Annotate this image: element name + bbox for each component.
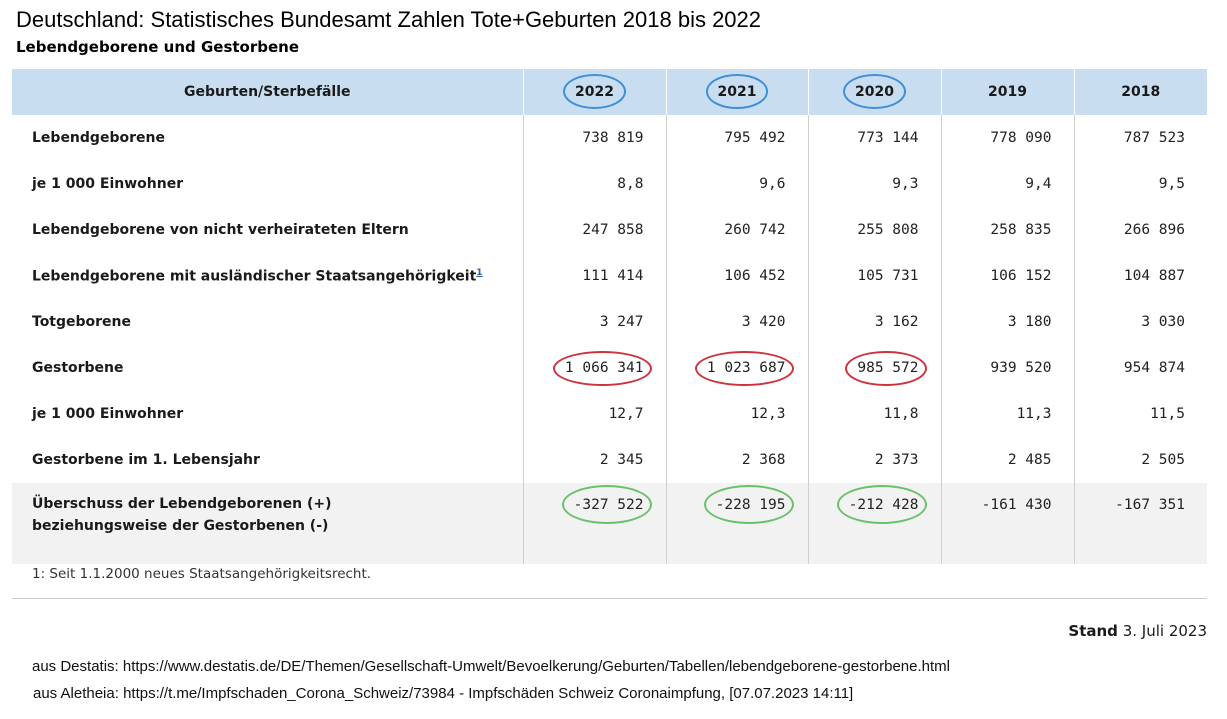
row-label: Gestorbene im 1. Lebensjahr: [12, 437, 524, 483]
stand-label: Stand: [1068, 622, 1118, 640]
cell-value: 985 572: [808, 345, 942, 391]
row-label: je 1 000 Einwohner: [12, 161, 524, 207]
cell-value: 738 819: [523, 115, 667, 161]
cell-value: 266 896: [1123, 222, 1185, 238]
cell-value: -212 428: [808, 483, 942, 564]
cell-value: 104 887: [1123, 268, 1185, 284]
cell-value: -327 522: [523, 483, 667, 564]
cell-value: -161 430: [941, 483, 1075, 564]
stand-date: Stand 3. Juli 2023: [1068, 622, 1207, 640]
header-year-2019: 2019: [941, 69, 1075, 115]
cell-value: 11,8: [808, 391, 942, 437]
cell-value: 106 452: [666, 253, 809, 299]
cell-value: 2 485: [941, 437, 1075, 483]
cell-value: 11,3: [941, 391, 1075, 437]
table-row: Lebendgeborene 738 819 795 492 773 144 7…: [12, 115, 1207, 161]
row-label: Gestorbene: [12, 345, 524, 391]
page-title: Deutschland: Statistisches Bundesamt Zah…: [16, 7, 762, 32]
cell-value: 247 858: [523, 207, 667, 253]
circled-value: -228 195: [703, 485, 794, 524]
cell-value: 3 030: [1141, 314, 1185, 330]
circled-value: -212 428: [836, 485, 927, 524]
cell-value: 787 523: [1123, 130, 1185, 146]
table-row-surplus: Überschuss der Lebendgeborenen (+) bezieh…: [12, 483, 1207, 564]
circled-value: 985 572: [845, 351, 927, 386]
cell-value: 12,7: [523, 391, 667, 437]
row-label-line: Überschuss der Lebendgeborenen (+): [32, 496, 332, 512]
table-header-row: Geburten/Sterbefälle 2022 2021 2020 2019…: [12, 69, 1207, 115]
cell-value: 105 731: [808, 253, 942, 299]
table-row: Lebendgeborene von nicht verheirateten E…: [12, 207, 1207, 253]
cell-value: -167 351: [1074, 483, 1207, 564]
table-row: Gestorbene im 1. Lebensjahr 2 345 2 368 …: [12, 437, 1207, 483]
cell-value: 11,5: [1150, 406, 1185, 422]
cell-value: 255 808: [808, 207, 942, 253]
table-row: je 1 000 Einwohner 8,8 9,6 9,3 9,4 9,5: [12, 161, 1207, 207]
divider: [12, 598, 1207, 599]
cell-value: 3 247: [523, 299, 667, 345]
cell-value: 3 180: [941, 299, 1075, 345]
circled-header-2021: 2021: [705, 74, 769, 109]
statistics-table: Geburten/Sterbefälle 2022 2021 2020 2019…: [12, 69, 1207, 564]
header-year-2022: 2022: [523, 69, 667, 115]
row-label: Lebendgeborene mit ausländischer Staatsa…: [12, 253, 524, 299]
circled-header-2020: 2020: [843, 74, 906, 109]
row-label-text: Lebendgeborene mit ausländischer Staatsa…: [32, 268, 477, 285]
table-row: Lebendgeborene mit ausländischer Staatsa…: [12, 253, 1207, 299]
row-label: Lebendgeborene von nicht verheirateten E…: [12, 207, 524, 253]
source-aletheia: aus Aletheia: https://t.me/Impfschaden_C…: [33, 685, 854, 702]
cell-value: 939 520: [941, 345, 1075, 391]
cell-value: 1 023 687: [666, 345, 809, 391]
circled-value: 1 023 687: [694, 351, 794, 386]
circled-value: -327 522: [561, 485, 652, 524]
table-subtitle: Lebendgeborene und Gestorbene: [16, 38, 300, 56]
row-label: Überschuss der Lebendgeborenen (+) bezieh…: [12, 483, 524, 564]
cell-value: 2 368: [666, 437, 809, 483]
cell-value: 9,5: [1158, 176, 1185, 192]
row-label-line: beziehungsweise der Gestorbenen (-): [32, 518, 329, 534]
cell-value: -228 195: [666, 483, 809, 564]
cell-value: 106 152: [941, 253, 1075, 299]
row-label: Totgeborene: [12, 299, 524, 345]
circled-header-2022: 2022: [563, 74, 626, 109]
cell-value: 9,3: [808, 161, 942, 207]
cell-value: 2 373: [808, 437, 942, 483]
header-year-2020: 2020: [808, 69, 942, 115]
cell-value: 2 505: [1141, 452, 1185, 468]
stand-value: 3. Juli 2023: [1122, 622, 1207, 640]
row-label: je 1 000 Einwohner: [12, 391, 524, 437]
cell-value: 12,3: [666, 391, 809, 437]
cell-value: 1 066 341: [523, 345, 667, 391]
cell-value: 954 874: [1123, 360, 1185, 376]
circled-value: 1 066 341: [552, 351, 652, 386]
cell-value: 260 742: [666, 207, 809, 253]
cell-value: 2 345: [523, 437, 667, 483]
cell-value: 9,6: [666, 161, 809, 207]
footnote-link[interactable]: 1: [476, 267, 483, 278]
table-row: je 1 000 Einwohner 12,7 12,3 11,8 11,3 1…: [12, 391, 1207, 437]
source-destatis: aus Destatis: https://www.destatis.de/DE…: [32, 658, 950, 675]
cell-value: 795 492: [666, 115, 809, 161]
cell-value: 773 144: [808, 115, 942, 161]
cell-value: 3 162: [808, 299, 942, 345]
row-label: Lebendgeborene: [12, 115, 524, 161]
table-footnote: 1: Seit 1.1.2000 neues Staatsangehörigke…: [32, 566, 372, 582]
cell-value: 778 090: [941, 115, 1075, 161]
cell-value: 8,8: [523, 161, 667, 207]
cell-value: 111 414: [523, 253, 667, 299]
table-row: Gestorbene 1 066 341 1 023 687 985 572 9…: [12, 345, 1207, 391]
header-category: Geburten/Sterbefälle: [12, 69, 524, 115]
header-year-2018: 2018: [1074, 69, 1207, 115]
cell-value: 9,4: [941, 161, 1075, 207]
table-row: Totgeborene 3 247 3 420 3 162 3 180 3 03…: [12, 299, 1207, 345]
cell-value: 3 420: [666, 299, 809, 345]
cell-value: 258 835: [941, 207, 1075, 253]
header-year-2021: 2021: [666, 69, 809, 115]
